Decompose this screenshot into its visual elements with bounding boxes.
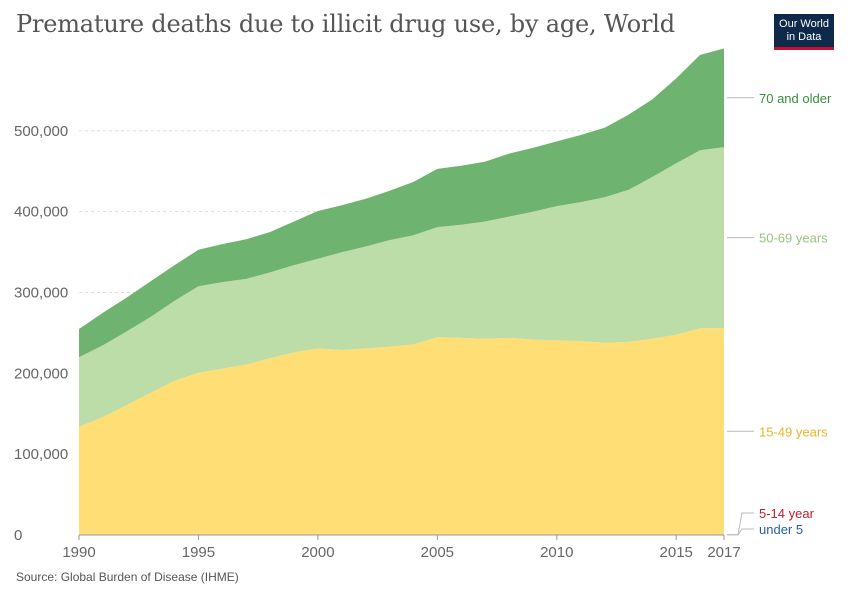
y-tick-label: 400,000 <box>14 204 68 221</box>
y-axis-ticks: 0 100,000 200,000 300,000 400,000 500,000 <box>14 123 68 544</box>
y-tick-label: 200,000 <box>14 365 68 382</box>
area-50-69-years[interactable] <box>79 147 724 427</box>
x-tick-label: 2005 <box>421 544 454 561</box>
y-tick-label: 100,000 <box>14 446 68 463</box>
logo-line-2: in Data <box>786 31 822 43</box>
y-tick-label: 500,000 <box>14 123 68 140</box>
series-labels: under 55-14 year 15-49 years 50-69 years 70… <box>727 91 832 537</box>
x-tick-label: 2015 <box>660 544 693 561</box>
x-axis-ticks: 1990 1995 2000 2005 2010 2015 2017 <box>62 534 741 561</box>
area-70-and-older[interactable] <box>79 48 724 358</box>
x-tick-label: 2017 <box>707 544 740 561</box>
label-connector <box>727 528 754 536</box>
series-label[interactable]: 70 and older <box>759 91 832 106</box>
y-tick-label: 300,000 <box>14 284 68 301</box>
source-note: Source: Global Burden of Disease (IHME) <box>16 570 239 584</box>
series-label[interactable]: 15-49 years <box>759 424 828 439</box>
series-label[interactable]: 50-69 years <box>759 231 828 246</box>
series-label[interactable]: 5-14 year <box>759 506 815 521</box>
owid-logo[interactable]: Our World in Data <box>774 14 834 50</box>
x-tick-label: 1990 <box>62 544 95 561</box>
logo-line-1: Our World <box>779 18 829 30</box>
x-tick-label: 2000 <box>301 544 334 561</box>
chart-title: Premature deaths due to illicit drug use… <box>16 10 675 38</box>
label-connector <box>727 512 754 536</box>
x-tick-label: 1995 <box>182 544 215 561</box>
series-label[interactable]: under 5 <box>759 522 803 537</box>
y-tick-label: 0 <box>14 527 22 544</box>
series-areas <box>79 48 724 535</box>
x-tick-label: 2010 <box>540 544 573 561</box>
area-15-49-years[interactable] <box>79 328 724 535</box>
